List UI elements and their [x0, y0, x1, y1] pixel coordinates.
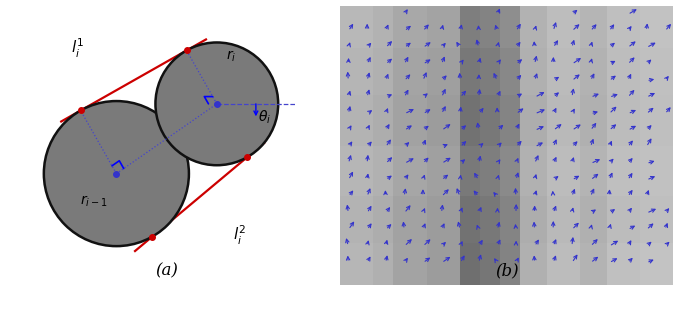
Text: $l_i^1$: $l_i^1$	[71, 37, 84, 60]
Circle shape	[44, 101, 189, 246]
Bar	[340, 146, 673, 196]
Text: (b): (b)	[495, 263, 518, 280]
Bar	[340, 6, 673, 48]
Bar	[340, 48, 673, 95]
Bar	[520, 6, 547, 285]
Bar	[640, 6, 673, 285]
Bar	[340, 243, 673, 285]
Bar	[426, 6, 460, 285]
Text: $l_i^2$: $l_i^2$	[233, 224, 245, 246]
Text: (a): (a)	[155, 263, 178, 280]
Bar	[460, 6, 480, 285]
Bar	[480, 6, 500, 285]
Circle shape	[156, 42, 278, 165]
Text: $\theta_i$: $\theta_i$	[258, 109, 271, 126]
Bar	[500, 6, 520, 285]
Bar	[547, 6, 580, 285]
Text: $r_{i-1}$: $r_{i-1}$	[80, 194, 108, 209]
Bar	[607, 6, 640, 285]
Bar	[340, 95, 673, 146]
Bar	[340, 196, 673, 243]
Bar	[393, 6, 426, 285]
Bar	[373, 6, 393, 285]
Text: $r_i$: $r_i$	[226, 49, 236, 64]
Bar	[340, 6, 373, 285]
Bar	[580, 6, 607, 285]
